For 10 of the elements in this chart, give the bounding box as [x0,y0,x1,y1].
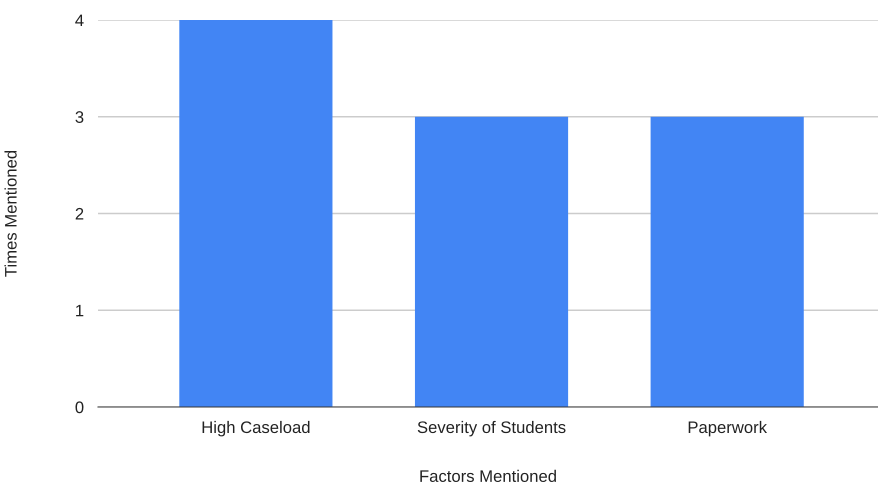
x-tick-label: Paperwork [688,420,768,436]
y-tick-label: 0 [75,401,84,414]
x-tick-label: Severity of Students [418,420,566,436]
y-tick-label: 3 [75,111,84,123]
y-axis-title: Times Mentioned [4,150,17,277]
y-tick-label: 2 [76,208,84,220]
x-tick-label: High Caseload [202,420,310,436]
x-axis-title: Factors Mentioned [420,470,556,482]
y-tick-label: 1 [76,304,84,316]
y-tick-label: 4 [75,14,84,26]
